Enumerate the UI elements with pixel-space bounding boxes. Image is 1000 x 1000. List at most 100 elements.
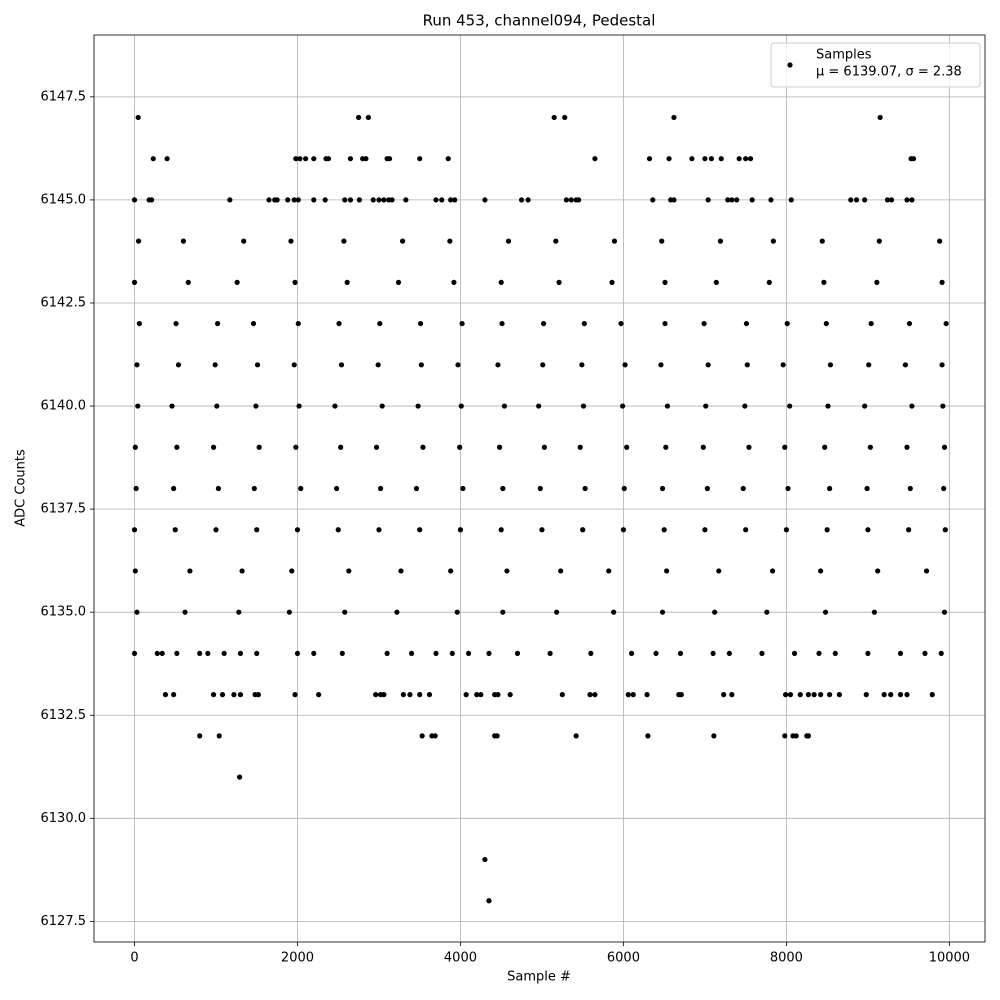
sample-point	[482, 856, 488, 863]
sample-point	[904, 692, 910, 698]
sample-point	[788, 197, 794, 203]
sample-point	[174, 444, 180, 450]
sample-point	[298, 485, 304, 492]
sample-point	[663, 444, 669, 450]
sample-point	[237, 692, 244, 698]
sample-point	[239, 568, 245, 574]
sample-point	[346, 568, 352, 574]
sample-point	[132, 568, 138, 574]
sample-point	[311, 197, 317, 203]
sample-point	[134, 609, 140, 615]
sample-point	[805, 692, 812, 698]
sample-point	[902, 362, 908, 368]
sample-point	[563, 197, 569, 203]
sample-point	[514, 650, 521, 657]
sample-point	[558, 568, 564, 574]
sample-point	[662, 279, 668, 285]
x-axis-label: Sample #	[507, 970, 571, 985]
sample-point	[666, 156, 672, 162]
sample-point	[384, 650, 390, 657]
sample-point	[496, 444, 503, 450]
sample-point	[215, 320, 221, 327]
sample-point	[678, 692, 684, 698]
sample-point	[864, 485, 870, 492]
sample-point	[171, 485, 177, 492]
sample-point	[408, 650, 415, 657]
sample-point	[417, 692, 423, 698]
sample-point	[171, 692, 177, 698]
sample-point	[749, 197, 755, 203]
sample-point	[495, 362, 501, 368]
sample-point	[863, 692, 869, 698]
sample-point	[658, 362, 664, 368]
sample-point	[322, 197, 328, 203]
sample-point	[783, 527, 790, 533]
sample-point	[135, 403, 141, 409]
x-tick-label: 6000	[607, 951, 640, 966]
sample-point	[713, 279, 719, 285]
sample-point	[373, 444, 380, 450]
sample-point	[311, 650, 317, 657]
sample-point	[135, 238, 142, 244]
sample-point	[286, 609, 292, 615]
y-tick-label: 6137.5	[41, 502, 87, 517]
sample-point	[780, 362, 786, 368]
sample-point	[182, 609, 188, 615]
sample-point	[507, 692, 513, 698]
sample-point	[459, 320, 465, 327]
sample-point	[624, 444, 630, 450]
sample-point	[710, 650, 716, 657]
y-tick-label: 6147.5	[41, 89, 87, 104]
sample-point	[630, 692, 636, 698]
sample-point	[501, 403, 508, 409]
sample-point	[700, 444, 706, 450]
sample-point	[811, 692, 817, 698]
sample-point	[292, 692, 298, 698]
sample-point	[342, 197, 348, 203]
sample-point	[746, 444, 752, 450]
sample-point	[133, 485, 139, 492]
sample-point	[256, 444, 262, 450]
sample-point	[400, 692, 407, 698]
sample-point	[454, 609, 460, 615]
sample-point	[417, 320, 424, 327]
sample-point	[704, 485, 710, 492]
sample-point	[355, 114, 362, 121]
sample-point	[494, 733, 500, 739]
sample-point	[909, 197, 915, 203]
sample-point	[650, 197, 656, 203]
sample-point	[726, 650, 732, 657]
sample-point	[486, 650, 492, 657]
sample-point	[482, 197, 488, 203]
sample-point	[294, 527, 301, 533]
sample-point	[134, 362, 140, 368]
sample-point	[341, 238, 347, 244]
sample-point	[819, 238, 825, 244]
sample-point	[797, 692, 803, 698]
sample-point	[445, 156, 451, 162]
sample-point	[768, 197, 774, 203]
sample-point	[398, 568, 404, 574]
sample-point	[403, 197, 409, 203]
sample-point	[862, 403, 868, 409]
sample-point	[736, 156, 742, 162]
sample-point	[904, 444, 910, 450]
sample-point	[311, 156, 317, 162]
sample-point	[554, 609, 560, 615]
sample-point	[701, 320, 707, 327]
sample-point	[661, 527, 667, 533]
sample-point	[460, 485, 466, 492]
sample-point	[455, 362, 461, 368]
sample-point	[881, 692, 887, 698]
sample-point	[379, 403, 385, 409]
sample-point	[766, 279, 772, 285]
sample-point	[871, 609, 878, 615]
sample-point	[164, 156, 170, 162]
sample-point	[782, 444, 788, 450]
sample-point	[874, 279, 880, 285]
sample-point	[500, 485, 506, 492]
sample-point	[254, 650, 260, 657]
sample-point	[541, 444, 547, 450]
sample-point	[175, 362, 182, 368]
sample-point	[785, 485, 791, 492]
